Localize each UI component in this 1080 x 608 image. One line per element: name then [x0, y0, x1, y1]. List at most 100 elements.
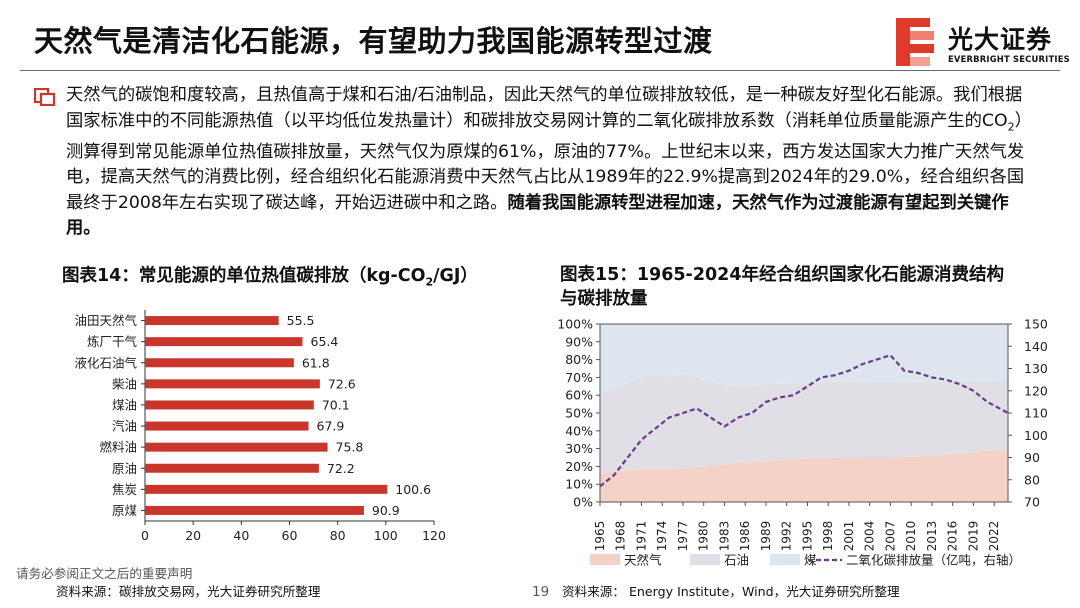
bar-x-tick-label: 100	[374, 528, 398, 543]
bar-value-label: 55.5	[287, 313, 315, 328]
fig15-title: 图表15：1965-2024年经合组织国家化石能源消费结构 与碳排放量	[560, 263, 1004, 311]
x-tick-label: 1980	[697, 521, 711, 552]
right-y-tick-label: 150	[1024, 317, 1048, 332]
logo: 光大证券 EVERBRIGHT SECURITIES	[896, 18, 1070, 68]
fig15-title-line2: 与碳排放量	[560, 289, 648, 309]
fig14-title-tail: /GJ）	[433, 266, 478, 286]
fig14-title-text: 图表14：常见能源的单位热值碳排放（kg-CO	[62, 266, 426, 286]
x-tick-label: 1989	[759, 521, 773, 552]
bar-value-label: 65.4	[311, 334, 339, 349]
right-y-tick-label: 90	[1024, 450, 1040, 465]
bar-value-label: 75.8	[336, 440, 364, 455]
bar-x-tick-label: 20	[185, 528, 201, 543]
logo-cn: 光大证券	[948, 25, 1053, 54]
x-tick-label: 1983	[717, 521, 731, 552]
left-y-tick-label: 90%	[565, 334, 593, 349]
bar-4	[145, 400, 314, 410]
left-y-tick-label: 100%	[557, 317, 593, 332]
bar-value-label: 70.1	[322, 397, 350, 412]
x-tick-label: 2004	[863, 521, 877, 552]
bar-category-label: 柴油	[112, 376, 137, 391]
x-tick-label: 2013	[925, 521, 939, 552]
bar-value-label: 61.8	[302, 355, 330, 370]
bar-value-label: 72.6	[328, 376, 356, 391]
left-y-tick-label: 40%	[565, 423, 593, 438]
right-y-tick-label: 110	[1024, 406, 1048, 421]
left-y-tick-label: 30%	[565, 441, 593, 456]
bar-category-label: 液化石油气	[74, 355, 137, 370]
bar-value-label: 100.6	[395, 482, 431, 497]
x-tick-label: 1995	[800, 521, 814, 552]
legend-swatch	[690, 554, 720, 565]
fig14-source: 资料来源：碳排放交易网，光大证券研究所整理	[56, 584, 321, 599]
bar-9	[145, 505, 364, 515]
fig14-bar-chart: 0 20 40 60 80 100 120 油田天然气 55.5 炼厂干气 65.4 液化石油气 61.…	[74, 310, 446, 543]
page-title: 天然气是清洁化石能源，有望助力我国能源转型过渡	[34, 24, 713, 58]
bar-category-label: 原油	[112, 461, 137, 476]
co2-subscript: 2	[1007, 120, 1015, 134]
bar-2	[145, 358, 294, 368]
body-text-2: ）测算得到常见能源单位热值碳排放量，天然气仅为原煤的61%，原油的77%。上世纪…	[66, 110, 1032, 213]
x-tick-label: 1974	[655, 521, 669, 552]
bar-1	[145, 337, 303, 347]
bar-category-label: 汽油	[112, 419, 137, 434]
page-number: 19	[532, 584, 550, 600]
co2-line	[599, 353, 1009, 488]
bar-6	[145, 442, 328, 452]
bar-x-tick-label: 60	[282, 528, 298, 543]
x-tick-label: 2022	[987, 521, 1001, 552]
bar-value-label: 90.9	[372, 503, 400, 518]
body-text-1: 天然气的碳饱和度较高，且热值高于煤和石油/石油制品，因此天然气的单位碳排放较低，…	[66, 85, 1023, 131]
bar-8	[145, 484, 388, 494]
fig15-source: 资料来源： Energy Institute，Wind，光大证券研究所整理	[562, 584, 900, 599]
bar-category-label: 煤油	[112, 397, 137, 412]
right-y-tick-label: 120	[1024, 383, 1048, 398]
oil-area	[600, 374, 1008, 474]
right-y-tick-label: 100	[1024, 428, 1048, 443]
left-y-tick-label: 60%	[565, 388, 593, 403]
bar-value-label: 72.2	[327, 461, 355, 476]
everbright-logo-icon	[896, 18, 934, 66]
x-tick-label: 2016	[946, 521, 960, 552]
bar-0	[145, 316, 279, 326]
header-divider	[20, 70, 1060, 71]
left-y-tick-label: 80%	[565, 352, 593, 367]
left-y-tick-label: 70%	[565, 370, 593, 385]
right-y-tick-label: 70	[1024, 495, 1040, 510]
legend-label: 二氧化碳排放量（亿吨，右轴）	[846, 553, 1021, 568]
x-tick-label: 1968	[614, 521, 628, 552]
body-text-bold: 随着我国能源转型进程加速，天然气作为过渡能源有望起到关键作用。	[66, 192, 1009, 239]
x-tick-label: 1971	[634, 521, 648, 552]
left-y-tick-label: 50%	[565, 406, 593, 421]
bar-x-tick-label: 120	[422, 528, 446, 543]
legend-swatch	[590, 554, 620, 565]
bar-7	[145, 463, 319, 473]
legend-swatch	[770, 554, 800, 565]
logo-en: EVERBRIGHT SECURITIES	[948, 54, 1070, 64]
right-y-tick-label: 130	[1024, 361, 1048, 376]
bar-category-label: 焦炭	[112, 482, 137, 497]
x-tick-label: 1977	[676, 521, 690, 552]
fig14-title-sub: 2	[425, 275, 434, 289]
x-tick-label: 2019	[966, 521, 980, 552]
legend-label: 天然气	[624, 553, 662, 568]
bar-5	[145, 421, 309, 431]
fig14-title: 图表14：常见能源的单位热值碳排放（kg-CO2/GJ）	[62, 264, 478, 295]
disclaimer: 请务必参阅正文之后的重要声明	[16, 566, 193, 581]
x-tick-label: 2010	[904, 521, 918, 552]
left-y-tick-label: 10%	[565, 477, 593, 492]
bar-category-label: 燃料油	[99, 440, 137, 455]
x-tick-label: 1998	[821, 521, 835, 552]
x-tick-label: 1992	[780, 521, 794, 552]
x-tick-label: 2001	[842, 521, 856, 552]
fig15-area-chart: 0% 10% 20% 30% 40% 50% 60% 70% 80% 90% 100% 70 80 90 1…	[557, 317, 1048, 568]
right-y-tick-label: 80	[1024, 472, 1040, 487]
x-tick-label: 2007	[883, 521, 897, 552]
gas-area	[600, 450, 1008, 502]
right-y-tick-label: 140	[1024, 339, 1048, 354]
x-tick-label: 1965	[593, 521, 607, 552]
bullet-icon	[34, 88, 56, 106]
bar-value-label: 67.9	[317, 419, 345, 434]
bar-3	[145, 379, 320, 389]
bar-category-label: 原煤	[112, 503, 138, 518]
